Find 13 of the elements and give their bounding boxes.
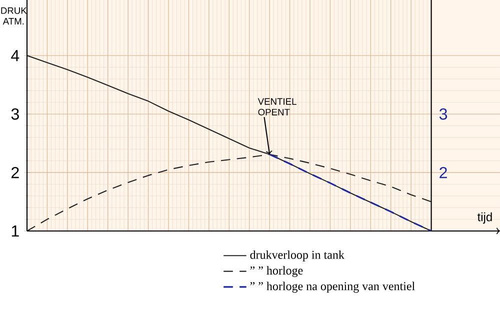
y2-tick-label: 2 — [440, 166, 447, 178]
legend-label: drukverloop in tank — [250, 250, 344, 262]
y-tick-label: 3 — [11, 108, 19, 120]
y-tick-label: 1 — [12, 226, 19, 237]
x-axis-title: tijd — [477, 212, 492, 224]
annotation: VENTIEL OPENT — [258, 98, 296, 116]
y-tick-label: 4 — [11, 50, 20, 62]
y-tick-label: 2 — [12, 166, 19, 178]
line-series — [268, 154, 432, 231]
y-axis-title: DRUK ATM. — [1, 7, 27, 24]
legend-label: ” ” horloge — [250, 266, 303, 278]
legend-label: ” ” horloge na opening van ventiel — [250, 282, 415, 293]
y2-tick-label: 3 — [439, 108, 448, 120]
